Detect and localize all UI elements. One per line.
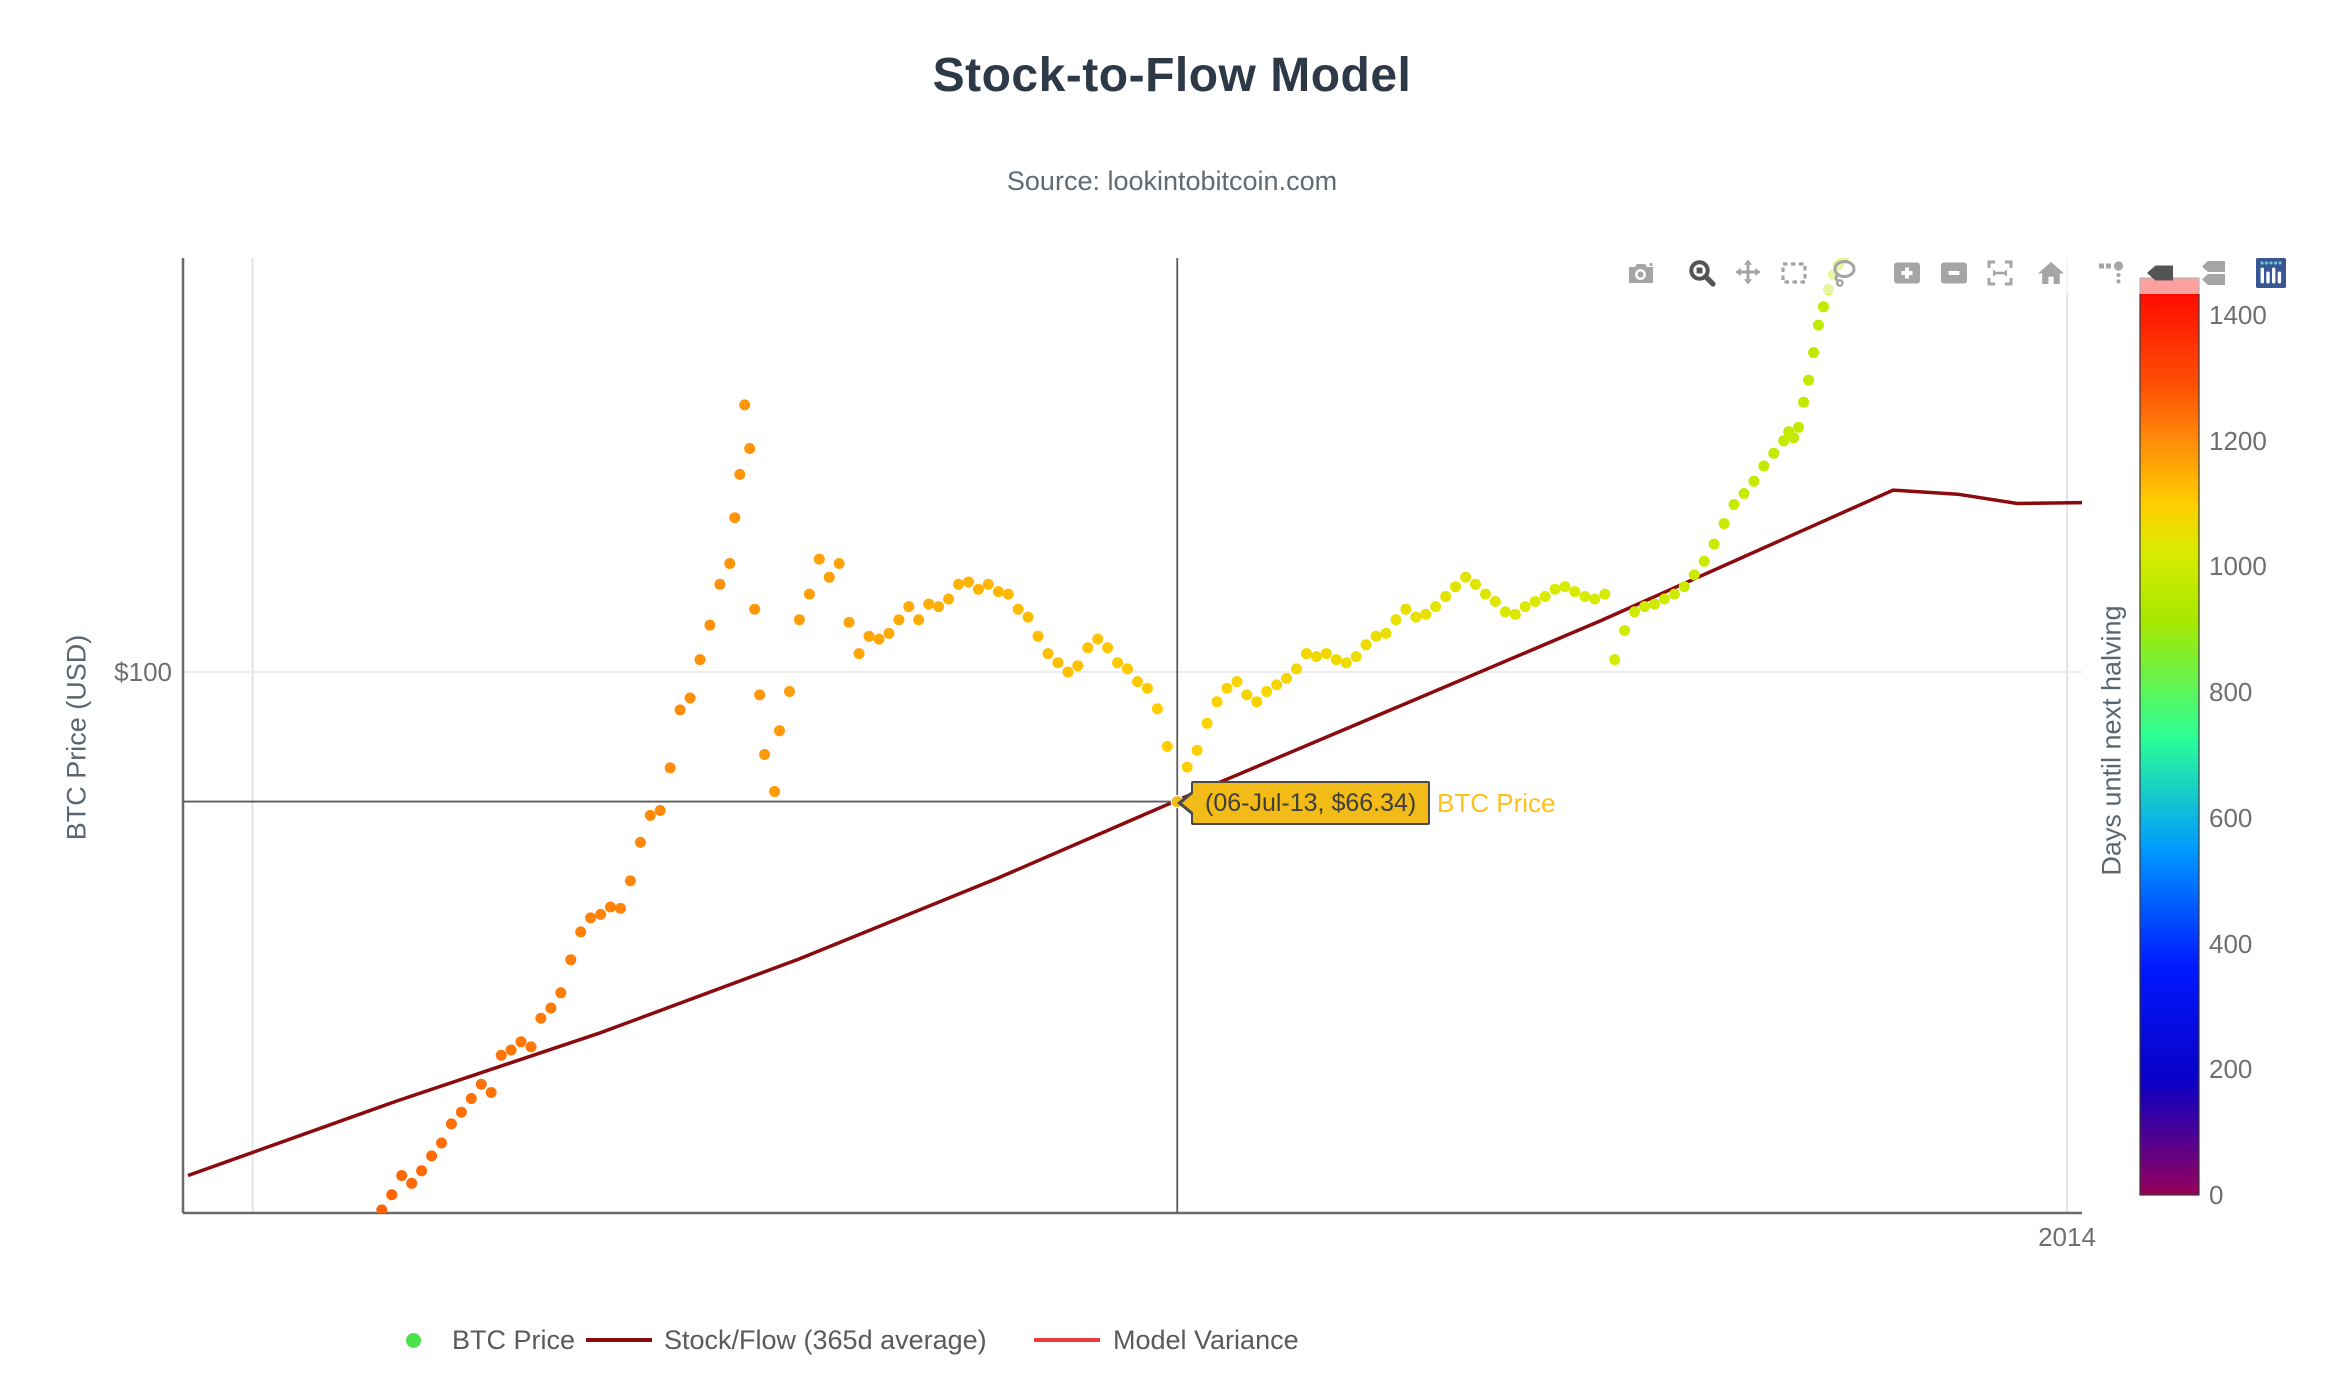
y-axis-tick-label: $100 [114,657,172,687]
colorbar-tick-1000: 1000 [2209,551,2267,582]
zoom-out-icon[interactable] [1939,258,1969,288]
hover-tooltip: (06-Jul-13, $66.34) [1177,781,1431,825]
zoom-icon[interactable] [1687,258,1717,288]
hover-compare-icon[interactable] [2197,258,2227,288]
tooltip-text: (06-Jul-13, $66.34) [1205,789,1417,817]
x-axis-tick-label: 2014 [2038,1222,2096,1252]
tooltip-series-label: BTC Price [1437,788,1556,818]
colorbar-tick-0: 0 [2209,1180,2224,1210]
modebar[interactable] [1620,254,2300,294]
colorbar-tick-400: 400 [2209,928,2253,959]
zoom-in-icon[interactable] [1892,258,1922,288]
hover-closest-icon[interactable] [2145,258,2175,288]
chart-title: Stock-to-Flow Model [932,49,1412,102]
legend-line-model-variance[interactable] [1034,1338,1100,1342]
box-select-icon[interactable] [1779,258,1809,288]
legend-marker-btc-price[interactable] [406,1333,421,1348]
legend-item-stock-flow[interactable]: Stock/Flow (365d average) [664,1325,987,1355]
colorbar-tick-600: 600 [2209,802,2253,833]
colorbar-tick-800: 800 [2209,677,2253,708]
tooltip-arrow-fill [1182,792,1195,814]
chart-subtitle: Source: lookintobitcoin.com [1006,166,1338,196]
legend-item-model-variance[interactable]: Model Variance [1113,1325,1299,1355]
pan-icon[interactable] [1733,258,1763,288]
colorbar-tick-1400: 1400 [2209,300,2267,331]
reset-home-icon[interactable] [2036,258,2066,288]
y-axis-title: BTC Price (USD) [61,634,92,841]
colorbar-tick-200: 200 [2209,1054,2253,1085]
colorbar-title: Days until next halving [2096,605,2127,876]
colorbar-tick-1200: 1200 [2209,425,2267,456]
autoscale-icon[interactable] [1985,258,2015,288]
legend-line-stock-flow[interactable] [586,1338,652,1342]
spike-lines-icon[interactable] [2097,258,2127,288]
plotly-logo-icon[interactable] [2256,258,2286,288]
lasso-icon[interactable] [1829,258,1859,288]
legend-item-btc-price[interactable]: BTC Price [452,1325,576,1355]
legend: BTC Price Stock/Flow (365d average) Mode… [0,1320,2344,1360]
camera-icon[interactable] [1626,258,1656,288]
